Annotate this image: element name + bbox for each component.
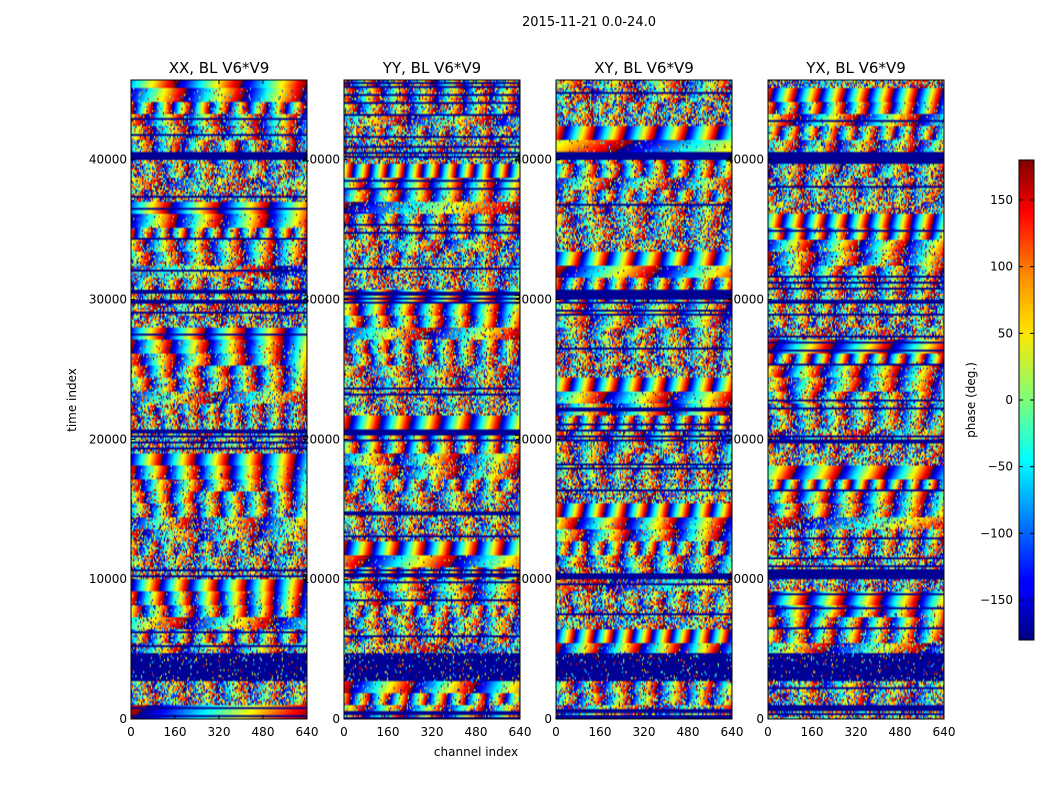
panel-4-title: YX, BL V6*V9 — [805, 59, 906, 77]
y-tick-label: 10000 — [726, 572, 764, 586]
colorbar-tick-label: −150 — [980, 593, 1013, 607]
y-tick-label: 10000 — [302, 572, 340, 586]
panel-4-heatmap — [768, 80, 944, 719]
y-tick-label: 30000 — [726, 293, 764, 307]
x-tick-label: 480 — [252, 725, 275, 739]
y-tick-label: 20000 — [726, 432, 764, 446]
figure-title: 2015-11-21 0.0-24.0 — [522, 15, 656, 30]
y-tick-label: 30000 — [89, 293, 127, 307]
x-tick-label: 0 — [552, 725, 560, 739]
colorbar-tick-label: 150 — [990, 193, 1013, 207]
panel-3-title: XY, BL V6*V9 — [594, 59, 694, 77]
y-tick-label: 40000 — [302, 153, 340, 167]
y-tick-label: 20000 — [514, 432, 552, 446]
x-tick-label: 160 — [164, 725, 187, 739]
x-tick-label: 320 — [208, 725, 231, 739]
colorbar-tick-label: −100 — [980, 526, 1013, 540]
colorbar: 150 100 50 0 −50 −100 −150 phase (deg.) — [964, 159, 1035, 641]
y-tick-label: 20000 — [302, 432, 340, 446]
y-tick-label: 20000 — [89, 432, 127, 446]
y-tick-label: 40000 — [89, 153, 127, 167]
y-tick-label: 10000 — [89, 572, 127, 586]
x-tick-label: 0 — [764, 725, 772, 739]
y-tick-label: 30000 — [514, 293, 552, 307]
y-tick-label: 10000 — [514, 572, 552, 586]
panels: XX, BL V6*V9 0 160 320 480 640 0 10000 20000 3000… — [89, 59, 956, 739]
x-tick-label: 320 — [421, 725, 444, 739]
panel-1-heatmap — [131, 80, 307, 719]
y-tick-label: 0 — [119, 712, 127, 726]
x-tick-label: 640 — [721, 725, 744, 739]
colorbar-tick-label: 100 — [990, 260, 1013, 274]
panel-2-title: YY, BL V6*V9 — [382, 59, 481, 77]
colorbar-tick-label: −50 — [988, 460, 1013, 474]
x-tick-label: 320 — [845, 725, 868, 739]
x-tick-label: 160 — [801, 725, 824, 739]
colorbar-tick-label: 0 — [1005, 393, 1013, 407]
colorbar-label: phase (deg.) — [964, 362, 978, 438]
x-tick-label: 160 — [377, 725, 400, 739]
panel-2: YY, BL V6*V9 0 160 320 480 640 0 10000 20000 3000… — [302, 59, 532, 739]
y-tick-label: 40000 — [514, 153, 552, 167]
colorbar-tick-label: 50 — [998, 326, 1013, 340]
colorbar-ticks: 150 100 50 0 −50 −100 −150 — [980, 193, 1034, 607]
x-tick-label: 0 — [127, 725, 135, 739]
x-tick-label: 480 — [465, 725, 488, 739]
x-tick-label: 640 — [933, 725, 956, 739]
x-tick-label: 320 — [633, 725, 656, 739]
panel-3: XY, BL V6*V9 0 160 320 480 640 0 10000 20000 3000… — [514, 59, 744, 739]
panel-3-heatmap — [556, 80, 732, 719]
x-tick-label: 640 — [509, 725, 532, 739]
panel-2-heatmap — [344, 80, 520, 719]
x-tick-label: 480 — [677, 725, 700, 739]
y-tick-label: 0 — [544, 712, 552, 726]
y-tick-label: 0 — [332, 712, 340, 726]
x-axis-label: channel index — [434, 745, 518, 759]
y-axis-label: time index — [65, 368, 79, 432]
x-tick-label: 0 — [340, 725, 348, 739]
panel-1: XX, BL V6*V9 0 160 320 480 640 0 10000 20000 3000… — [89, 59, 319, 739]
panel-1-title: XX, BL V6*V9 — [169, 59, 270, 77]
y-tick-label: 30000 — [302, 293, 340, 307]
y-tick-label: 40000 — [726, 153, 764, 167]
y-tick-label: 0 — [756, 712, 764, 726]
panel-4: YX, BL V6*V9 0 160 320 480 640 0 10000 20000 3000… — [726, 59, 956, 739]
x-tick-label: 160 — [589, 725, 612, 739]
x-tick-label: 480 — [889, 725, 912, 739]
x-tick-label: 640 — [296, 725, 319, 739]
